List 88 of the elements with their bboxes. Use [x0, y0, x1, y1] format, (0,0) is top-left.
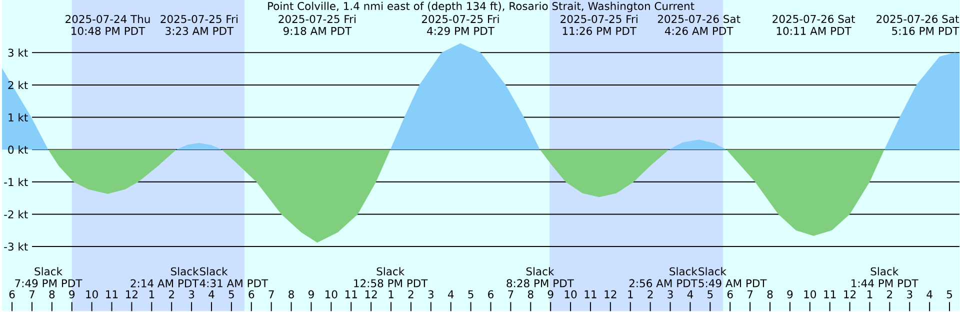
x-tick-label: 7 [268, 290, 274, 298]
annotation: 12:58 PM PDT [354, 279, 428, 288]
annotation: 10:11 AM PDT [776, 27, 852, 36]
annotation: Slack [170, 267, 199, 276]
chart-title: Point Colville, 1.4 nmi east of (depth 134 ft), Rosario Strait, Washington Current [268, 2, 694, 12]
x-tick-label: 6 [248, 290, 254, 299]
annotation: 10:48 PM PDT [72, 27, 146, 36]
x-tick-label: 6 [488, 290, 494, 299]
x-tick-label: 8 [528, 290, 534, 299]
x-tick-label: 5 [228, 290, 234, 299]
x-tick-label: 1 [149, 290, 154, 298]
y-tick-label: 3 kt [8, 48, 28, 57]
annotation: Slack [526, 267, 554, 276]
x-tick-label: 4 [208, 290, 214, 298]
annotation: 9:18 AM PDT [283, 27, 352, 36]
annotation: Slack [698, 267, 726, 276]
x-tick-label: 5 [946, 290, 952, 299]
y-tick-label: 0 kt [8, 146, 28, 154]
x-tick-label: 2 [408, 290, 414, 298]
x-tick-label: 8 [49, 290, 55, 299]
x-tick-label: 12 [604, 290, 616, 298]
x-tick-label: 2 [168, 290, 174, 298]
annotation: 2:14 AM PDT [130, 279, 199, 288]
annotation: Slack [870, 267, 899, 276]
annotation: Slack [376, 267, 405, 276]
annotation: 4:29 PM PDT [427, 27, 494, 36]
annotation: 8:28 PM PDT [506, 279, 574, 288]
annotation: 4:26 AM PDT [664, 27, 734, 36]
annotation: 11:26 PM PDT [562, 27, 637, 36]
y-tick-label: -1 kt [4, 178, 28, 186]
x-tick-label: 4 [448, 290, 454, 298]
annotation: Slack [200, 267, 228, 276]
annotation: 2025-07-25 Fri [560, 14, 638, 24]
x-tick-label: 6 [727, 290, 733, 299]
annotation: 3:23 AM PDT [166, 27, 234, 36]
x-tick-label: 9 [548, 290, 554, 299]
x-tick-label: 3 [668, 290, 673, 299]
annotation: 2025-07-25 Fri [422, 14, 499, 24]
x-tick-label: 1 [628, 290, 633, 298]
x-tick-label: 12 [365, 290, 377, 298]
annotation: 1:44 PM PDT [852, 280, 918, 288]
x-tick-label: 4 [926, 290, 932, 298]
x-tick-label: 11 [824, 290, 836, 298]
x-tick-label: 4 [687, 290, 694, 298]
x-tick-label: 12 [844, 290, 856, 298]
annotation: Slack [670, 267, 698, 276]
x-tick-label: 3 [428, 290, 434, 299]
annotation: 2025-07-26 Sat [876, 15, 959, 24]
x-tick-label: 10 [86, 290, 98, 299]
annotation: 2025-07-26 Sat [772, 15, 855, 24]
x-tick-label: 11 [106, 290, 118, 298]
x-tick-label: 3 [188, 290, 194, 299]
x-tick-label: 2 [887, 290, 892, 298]
x-tick-label: 7 [508, 290, 514, 298]
x-tick-label: 11 [345, 290, 357, 298]
annotation: 2025-07-26 Sat [658, 15, 740, 24]
x-tick-label: 7 [748, 290, 753, 298]
x-tick-label: 1 [388, 290, 394, 298]
x-tick-label: 8 [767, 290, 773, 299]
x-tick-label: 10 [326, 290, 338, 299]
x-tick-label: 7 [29, 290, 34, 298]
x-tick-label: 9 [308, 290, 314, 299]
x-tick-label: 10 [804, 290, 816, 299]
annotation: 2025-07-25 Fri [160, 14, 238, 24]
x-tick-label: 9 [787, 290, 793, 299]
x-tick-label: 9 [69, 290, 75, 299]
x-tick-label: 8 [288, 290, 294, 299]
x-tick-label: 5 [468, 290, 474, 299]
annotation: Slack [34, 267, 62, 276]
annotation: 2025-07-24 Thu [66, 14, 150, 24]
y-tick-label: 1 kt [8, 113, 28, 122]
annotation: 5:16 PM PDT [892, 27, 960, 36]
x-tick-label: 6 [9, 290, 15, 299]
y-tick-label: -3 kt [4, 242, 28, 251]
x-tick-label: 5 [708, 290, 713, 299]
x-tick-label: 1 [868, 290, 872, 298]
y-tick-label: -2 kt [4, 210, 28, 218]
x-tick-label: 10 [564, 290, 577, 299]
x-tick-label: 2 [648, 290, 653, 298]
x-tick-label: 11 [584, 290, 596, 298]
x-tick-label: 12 [126, 290, 138, 298]
x-tick-label: 3 [907, 290, 912, 299]
annotation: 4:31 AM PDT [200, 279, 268, 288]
y-tick-label: 2 kt [8, 81, 28, 90]
annotation: 2:56 AM PDT [629, 279, 698, 288]
annotation: 2025-07-25 Fri [278, 14, 356, 24]
annotation: 7:49 PM PDT [15, 279, 82, 288]
annotation: 5:49 AM PDT [698, 279, 767, 288]
